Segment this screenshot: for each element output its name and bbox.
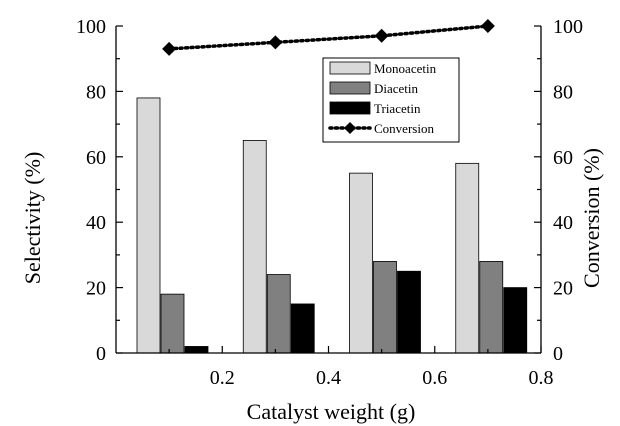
bar-monoacetin-3	[349, 172, 373, 354]
y-tick-right-label: 80	[553, 81, 573, 103]
bar-diacetin-2	[266, 274, 291, 354]
bar-monoacetin-2	[242, 140, 267, 354]
y-tick-left-label: 100	[76, 16, 106, 38]
legend-swatch-triacetin	[329, 101, 371, 115]
legend-label-conversion: Conversion	[374, 121, 434, 136]
bar-diacetin-4	[479, 261, 504, 354]
x-tick-label: 0.8	[529, 367, 554, 389]
conversion-marker-4	[480, 19, 495, 33]
x-tick-label: 0.6	[422, 367, 447, 389]
y-tick-left-label: 80	[86, 81, 106, 103]
conversion-marker-3	[374, 28, 389, 43]
x-tick-label: 0.2	[210, 367, 235, 389]
y-axis-title-right: Conversion (%)	[579, 148, 604, 288]
bar-diacetin-3	[373, 261, 397, 354]
legend: Monoacetin Diacetin Triacetin Conversion	[322, 57, 460, 143]
bar-triacetin-3	[397, 270, 421, 354]
x-tick-label: 0.4	[316, 367, 341, 389]
conversion-marker-2	[268, 35, 283, 50]
bar-triacetin-1	[184, 346, 209, 354]
bar-monoacetin-4	[455, 162, 480, 354]
legend-swatch-marker	[344, 122, 356, 134]
y-axis-title-left: Selectivity (%)	[20, 152, 45, 285]
conversion-marker-1	[162, 41, 177, 56]
y-tick-right-label: 60	[553, 147, 573, 169]
ticks-layer: 0 20 40 60 80 100 0 20 40 60 80 100 0.2 0.4 0.6 0.8	[76, 16, 583, 389]
y-tick-left-label: 40	[86, 212, 106, 234]
legend-swatch-monoacetin	[329, 61, 371, 75]
legend-label-diacetin: Diacetin	[374, 81, 419, 96]
legend-items: Monoacetin Diacetin Triacetin Conversion	[328, 61, 437, 136]
conversion-line-layer	[162, 19, 495, 56]
y-tick-right-label: 40	[553, 212, 573, 234]
legend-swatch-diacetin	[329, 81, 371, 95]
bar-triacetin-2	[290, 303, 315, 354]
y-tick-right-label: 20	[553, 278, 573, 300]
conversion-line	[167, 24, 490, 51]
y-tick-left-label: 60	[86, 147, 106, 169]
x-axis-title: Catalyst weight (g)	[247, 399, 416, 424]
bar-diacetin-1	[160, 293, 185, 354]
bar-triacetin-4	[503, 287, 528, 354]
legend-label-monoacetin: Monoacetin	[374, 61, 437, 76]
y-tick-left-label: 20	[86, 278, 106, 300]
y-tick-right-label: 100	[553, 16, 583, 38]
legend-label-triacetin: Triacetin	[374, 101, 421, 116]
y-tick-right-label: 0	[553, 343, 563, 365]
bars-layer	[136, 97, 528, 354]
y-tick-left-label: 0	[96, 343, 106, 365]
bar-monoacetin-1	[136, 97, 161, 354]
